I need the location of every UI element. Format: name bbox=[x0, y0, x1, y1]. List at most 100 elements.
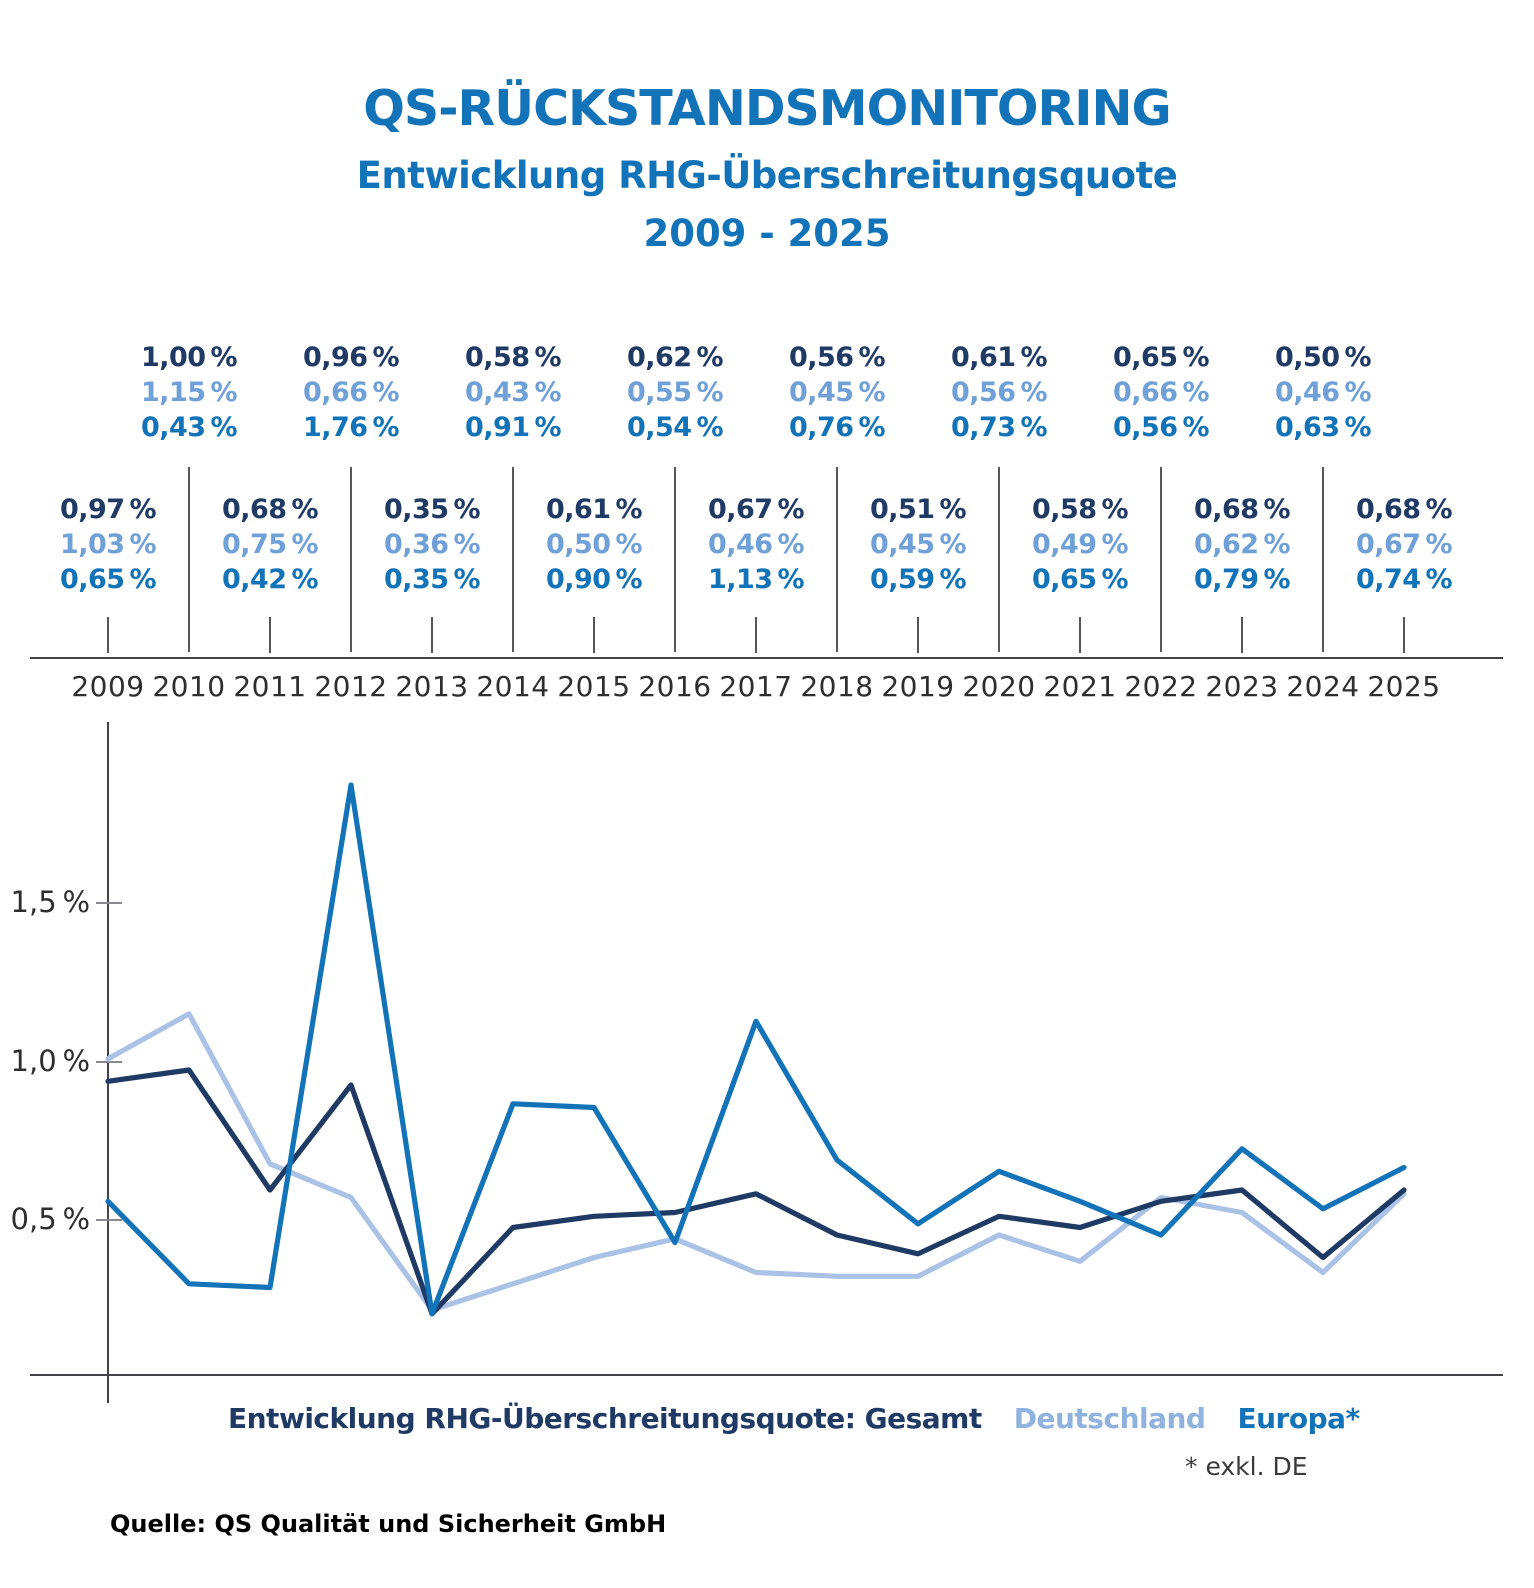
year-label: 2023 bbox=[1205, 670, 1279, 703]
value-label-deutschland: 0,55 % bbox=[626, 377, 724, 408]
year-tick bbox=[1241, 617, 1243, 653]
column-divider bbox=[350, 467, 352, 652]
value-label-deutschland: 1,15 % bbox=[140, 377, 238, 408]
value-label-gesamt: 0,65 % bbox=[1112, 342, 1210, 373]
value-tick-label: 0,5 % bbox=[10, 1202, 90, 1236]
year-label: 2011 bbox=[233, 670, 307, 703]
labels-2022: 0,65 % 0,66 % 0,56 % bbox=[1081, 340, 1241, 445]
labels-2020: 0,61 % 0,56 % 0,73 % bbox=[919, 340, 1079, 445]
value-label-europa: 0,63 % bbox=[1274, 412, 1372, 443]
value-label-europa: 0,65 % bbox=[59, 564, 157, 595]
value-label-gesamt: 0,68 % bbox=[221, 494, 319, 525]
value-label-deutschland: 0,43 % bbox=[464, 377, 562, 408]
value-tick-label: 1,5 % bbox=[10, 885, 90, 919]
value-label-europa: 0,74 % bbox=[1355, 564, 1453, 595]
value-label-gesamt: 0,67 % bbox=[707, 494, 805, 525]
value-label-europa: 0,35 % bbox=[383, 564, 481, 595]
year-label: 2014 bbox=[476, 670, 550, 703]
year-tick bbox=[755, 617, 757, 653]
value-label-europa: 0,56 % bbox=[1112, 412, 1210, 443]
labels-2018: 0,56 % 0,45 % 0,76 % bbox=[757, 340, 917, 445]
value-label-gesamt: 0,68 % bbox=[1193, 494, 1291, 525]
value-label-europa: 1,76 % bbox=[302, 412, 400, 443]
labels-2025: 0,68 % 0,67 % 0,74 % bbox=[1324, 492, 1484, 597]
labels-2015: 0,61 % 0,50 % 0,90 % bbox=[514, 492, 674, 597]
value-tick bbox=[96, 1219, 122, 1221]
year-label: 2025 bbox=[1367, 670, 1441, 703]
value-label-gesamt: 0,35 % bbox=[383, 494, 481, 525]
labels-2024: 0,50 % 0,46 % 0,63 % bbox=[1243, 340, 1403, 445]
value-label-europa: 0,65 % bbox=[1031, 564, 1129, 595]
chart-legend: Entwicklung RHG-Überschreitungsquote: Ge… bbox=[228, 1402, 1360, 1435]
legend-gesamt: Entwicklung RHG-Überschreitungsquote: Ge… bbox=[228, 1402, 982, 1435]
value-label-europa: 0,54 % bbox=[626, 412, 724, 443]
value-label-europa: 0,91 % bbox=[464, 412, 562, 443]
value-label-deutschland: 0,67 % bbox=[1355, 529, 1453, 560]
labels-2013: 0,35 % 0,36 % 0,35 % bbox=[352, 492, 512, 597]
value-label-europa: 0,79 % bbox=[1193, 564, 1291, 595]
page-title: QS-RÜCKSTANDSMONITORING bbox=[363, 80, 1171, 137]
series-line-europa bbox=[105, 782, 1407, 1317]
value-label-deutschland: 0,49 % bbox=[1031, 529, 1129, 560]
year-tick bbox=[917, 617, 919, 653]
value-label-deutschland: 0,46 % bbox=[1274, 377, 1372, 408]
value-label-gesamt: 0,96 % bbox=[302, 342, 400, 373]
year-label: 2013 bbox=[395, 670, 469, 703]
year-tick bbox=[1403, 617, 1405, 653]
column-divider bbox=[998, 467, 1000, 652]
year-label: 2024 bbox=[1286, 670, 1360, 703]
legend-footnote: * exkl. DE bbox=[1185, 1452, 1308, 1481]
column-divider bbox=[674, 467, 676, 652]
value-label-gesamt: 0,58 % bbox=[1031, 494, 1129, 525]
year-label: 2019 bbox=[881, 670, 955, 703]
series-line-gesamt bbox=[105, 1067, 1407, 1317]
year-label: 2018 bbox=[800, 670, 874, 703]
year-label: 2016 bbox=[638, 670, 712, 703]
value-label-deutschland: 0,66 % bbox=[302, 377, 400, 408]
value-label-deutschland: 0,56 % bbox=[950, 377, 1048, 408]
value-label-gesamt: 0,61 % bbox=[545, 494, 643, 525]
value-label-europa: 0,42 % bbox=[221, 564, 319, 595]
value-tick bbox=[96, 1061, 122, 1063]
year-tick bbox=[269, 617, 271, 653]
value-label-deutschland: 0,62 % bbox=[1193, 529, 1291, 560]
year-label: 2022 bbox=[1124, 670, 1198, 703]
chart-baseline bbox=[30, 1374, 1503, 1376]
series-line-deutschland bbox=[105, 1011, 1407, 1313]
labels-2021: 0,58 % 0,49 % 0,65 % bbox=[1000, 492, 1160, 597]
value-label-deutschland: 0,45 % bbox=[869, 529, 967, 560]
labels-2016: 0,62 % 0,55 % 0,54 % bbox=[595, 340, 755, 445]
value-label-europa: 0,43 % bbox=[140, 412, 238, 443]
year-label: 2010 bbox=[152, 670, 226, 703]
value-label-deutschland: 1,03 % bbox=[59, 529, 157, 560]
value-label-gesamt: 0,51 % bbox=[869, 494, 967, 525]
labels-2009: 0,97 % 1,03 % 0,65 % bbox=[28, 492, 188, 597]
value-label-europa: 0,90 % bbox=[545, 564, 643, 595]
year-label: 2017 bbox=[719, 670, 793, 703]
value-tick bbox=[96, 902, 122, 904]
source-credit: Quelle: QS Qualität und Sicherheit GmbH bbox=[110, 1510, 667, 1538]
year-tick bbox=[593, 617, 595, 653]
value-label-deutschland: 0,36 % bbox=[383, 529, 481, 560]
labels-2014: 0,58 % 0,43 % 0,91 % bbox=[433, 340, 593, 445]
column-divider bbox=[188, 467, 190, 652]
column-divider bbox=[836, 467, 838, 652]
labels-2012: 0,96 % 0,66 % 1,76 % bbox=[271, 340, 431, 445]
value-label-gesamt: 0,56 % bbox=[788, 342, 886, 373]
year-label: 2015 bbox=[557, 670, 631, 703]
value-label-gesamt: 0,68 % bbox=[1355, 494, 1453, 525]
value-label-deutschland: 0,45 % bbox=[788, 377, 886, 408]
value-label-deutschland: 0,66 % bbox=[1112, 377, 1210, 408]
value-label-gesamt: 0,50 % bbox=[1274, 342, 1372, 373]
value-label-gesamt: 0,62 % bbox=[626, 342, 724, 373]
year-label: 2021 bbox=[1043, 670, 1117, 703]
year-tick bbox=[107, 617, 109, 653]
year-tick bbox=[431, 617, 433, 653]
labels-2017: 0,67 % 0,46 % 1,13 % bbox=[676, 492, 836, 597]
column-divider bbox=[512, 467, 514, 652]
page-subtitle: Entwicklung RHG-Überschreitungsquote bbox=[356, 154, 1178, 197]
value-label-deutschland: 0,50 % bbox=[545, 529, 643, 560]
value-label-gesamt: 0,61 % bbox=[950, 342, 1048, 373]
column-divider bbox=[1160, 467, 1162, 652]
